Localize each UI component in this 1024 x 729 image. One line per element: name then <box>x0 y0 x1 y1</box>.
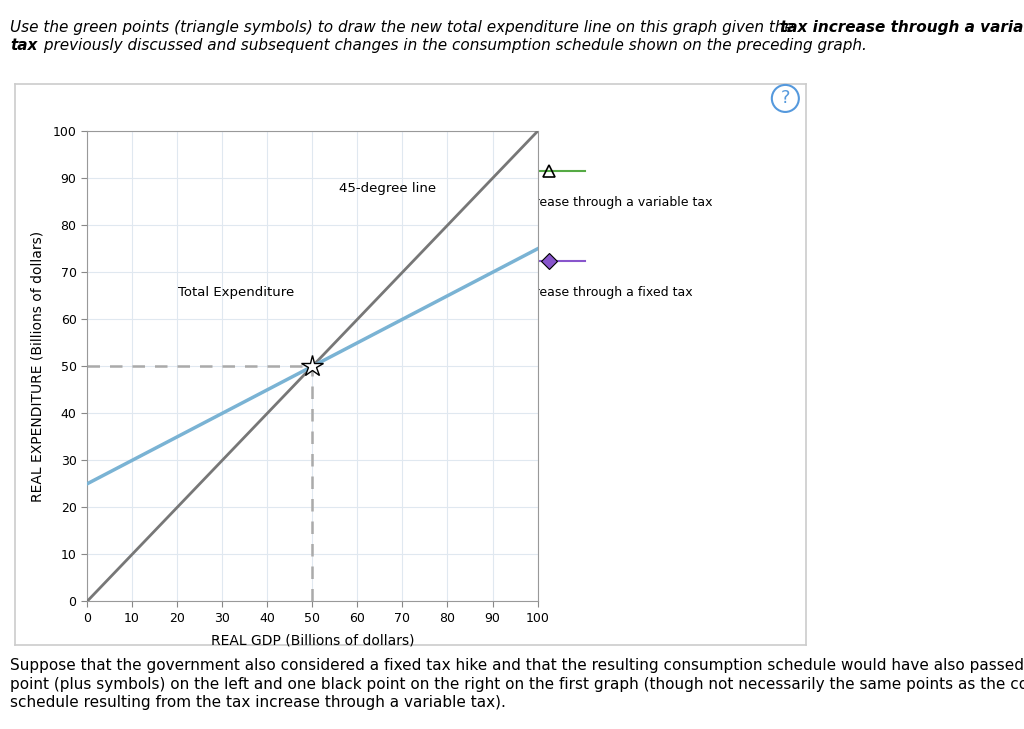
Text: TE with tax increase through a fixed tax: TE with tax increase through a fixed tax <box>442 286 693 299</box>
Text: schedule resulting from the tax increase through a variable tax).: schedule resulting from the tax increase… <box>10 695 506 711</box>
Text: TE with tax increase through a variable tax: TE with tax increase through a variable … <box>442 196 713 209</box>
Text: tax increase through a variable: tax increase through a variable <box>780 20 1024 35</box>
Y-axis label: REAL EXPENDITURE (Billions of dollars): REAL EXPENDITURE (Billions of dollars) <box>31 231 44 502</box>
Text: tax: tax <box>10 38 38 53</box>
Text: Use the green points (triangle symbols) to draw the new total expenditure line o: Use the green points (triangle symbols) … <box>10 20 799 35</box>
Text: previously discussed and subsequent changes in the consumption schedule shown on: previously discussed and subsequent chan… <box>39 38 866 53</box>
Text: point (plus symbols) on the left and one black point on the right on the first g: point (plus symbols) on the left and one… <box>10 677 1024 692</box>
Text: Suppose that the government also considered a fixed tax hike and that the result: Suppose that the government also conside… <box>10 658 1024 673</box>
Text: 45-degree line: 45-degree line <box>339 182 436 195</box>
X-axis label: REAL GDP (Billions of dollars): REAL GDP (Billions of dollars) <box>211 634 414 647</box>
Text: Total Expenditure: Total Expenditure <box>178 286 294 299</box>
Text: ?: ? <box>780 90 791 107</box>
